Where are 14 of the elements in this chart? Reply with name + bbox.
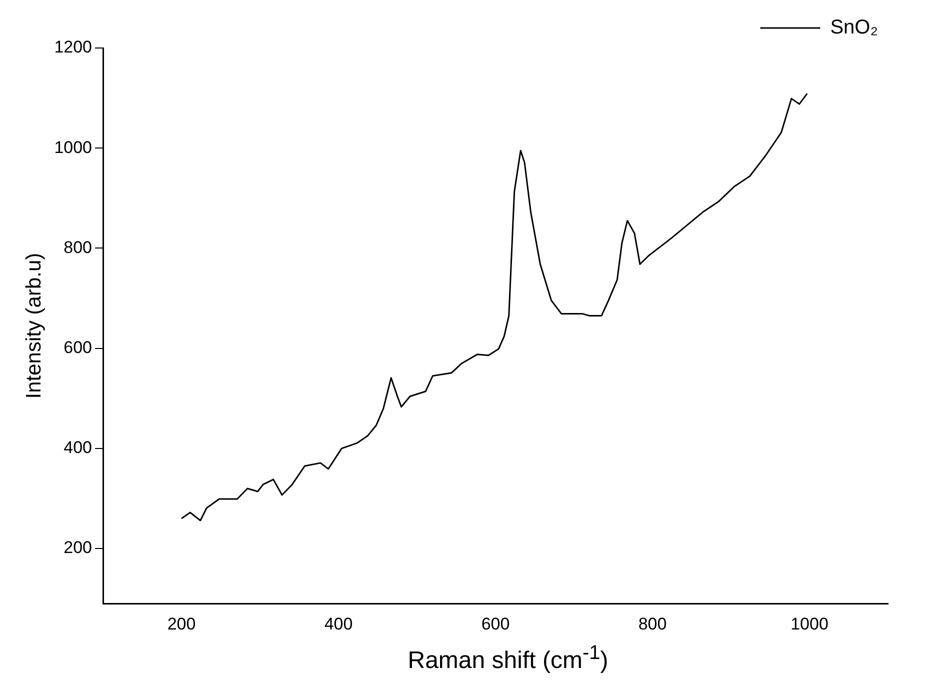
y-tick-label: 600: [64, 338, 92, 358]
y-tick-label: 200: [64, 538, 92, 558]
legend-label: SnO₂: [830, 16, 878, 39]
x-tick-label: 200: [167, 614, 196, 634]
y-tick-label: 800: [64, 238, 92, 257]
x-tick-label: 600: [481, 614, 510, 634]
y-tick-label: 1200: [54, 38, 92, 57]
x-tick-label: 1000: [790, 614, 828, 634]
x-tick-label: 800: [638, 614, 667, 634]
x-tick-label: 400: [324, 614, 353, 634]
y-axis-title: Intensity (arb.u): [22, 252, 46, 399]
y-tick-label: 400: [64, 438, 92, 458]
x-axis-title: Raman shift (cm$^{-1}$): [406, 642, 610, 675]
y-tick-label: 1000: [54, 138, 92, 157]
